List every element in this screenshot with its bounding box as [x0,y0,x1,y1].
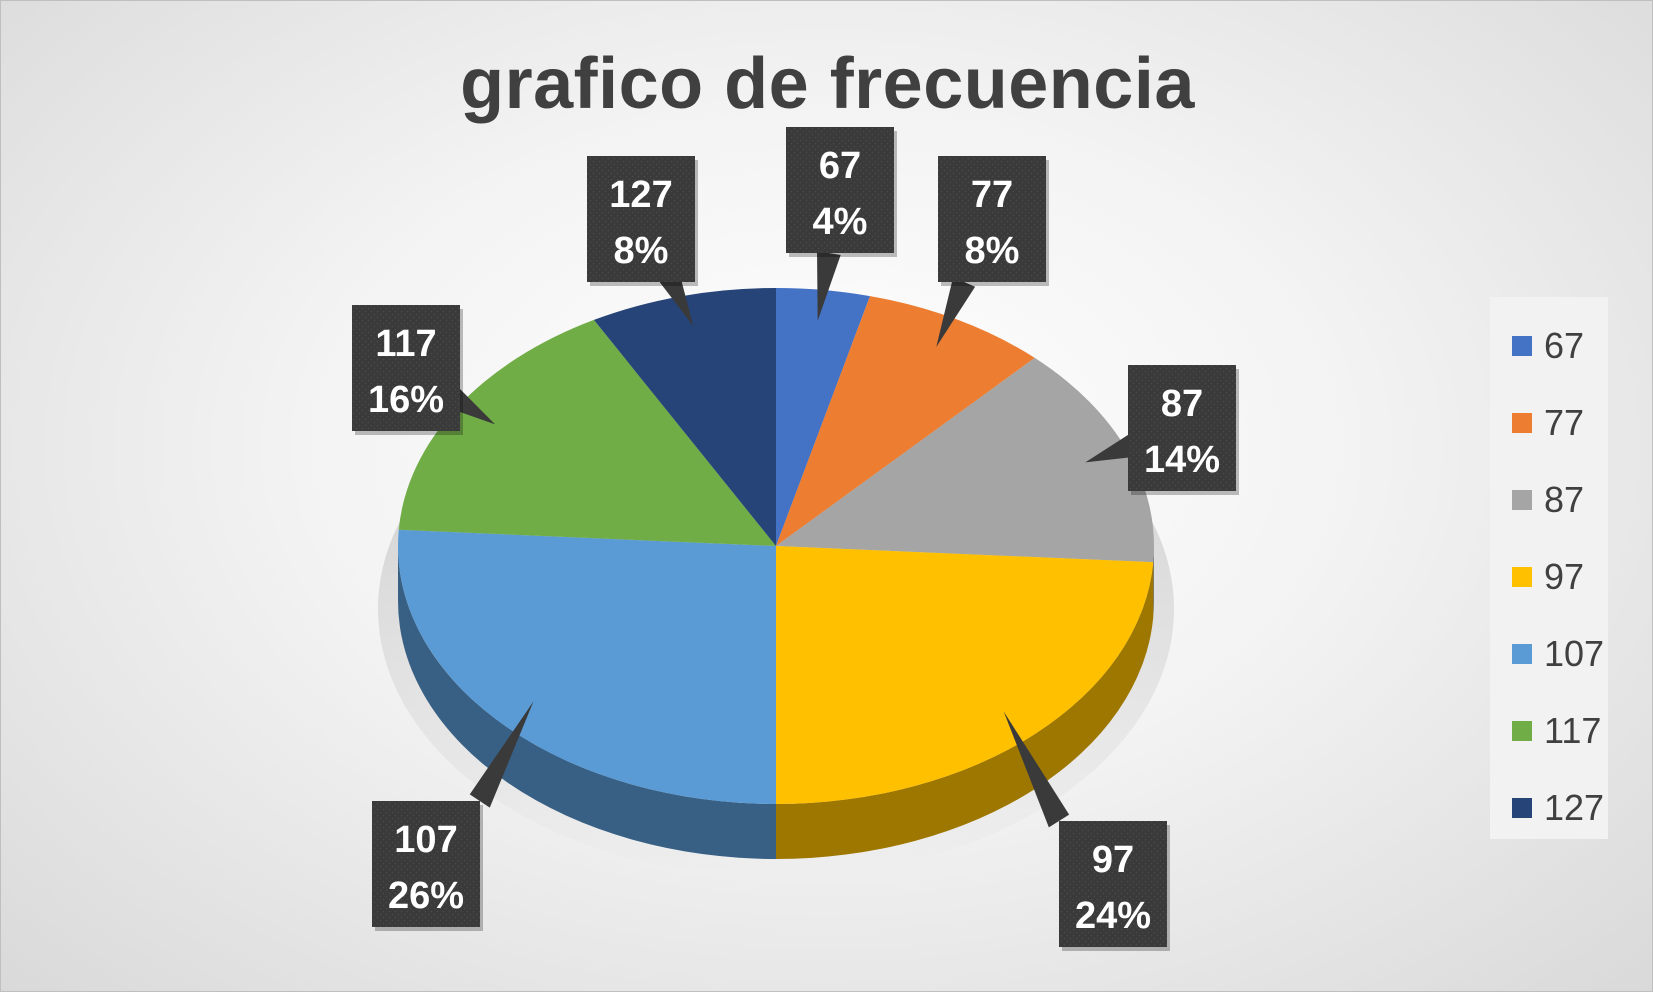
pie-slice-77 [776,296,1035,546]
data-label-box [938,156,1046,282]
legend-item-77[interactable]: 77 [1512,384,1608,461]
legend-label: 107 [1544,632,1605,674]
pie-slice-127 [593,288,776,546]
data-label-category: 87 [1161,383,1203,425]
data-label-pointer [817,250,841,321]
pie-slice-67 [776,288,871,546]
legend-label: 67 [1544,324,1585,366]
legend-label: 117 [1544,709,1602,751]
data-label-box [352,305,460,431]
legend-swatch [1512,412,1532,433]
legend-item-87[interactable]: 87 [1512,461,1608,538]
data-label-percent: 8% [614,230,669,272]
pie-slice-117 [398,319,776,546]
pie-slice-107 [398,529,776,804]
data-label-box [372,801,480,927]
legend-item-97[interactable]: 97 [1512,538,1608,615]
data-label-category: 127 [609,174,672,216]
data-label-pointer [936,277,976,348]
legend-swatch [1512,643,1532,664]
legend: 67 77 87 97 107 117 127 [1490,297,1608,839]
pie-slice-87 [776,357,1155,563]
legend-swatch [1512,720,1532,741]
legend-swatch [1512,566,1532,587]
data-label-category: 67 [819,145,861,187]
legend-item-127[interactable]: 127 [1512,769,1608,846]
data-label-box [786,127,894,253]
data-label-pointer [1085,433,1138,463]
legend-label: 87 [1544,478,1585,520]
data-label-pointer [1003,711,1070,828]
data-label-box [1128,365,1236,491]
data-label-category: 77 [971,174,1013,216]
legend-swatch [1512,797,1532,818]
legend-label: 127 [1544,786,1605,828]
data-label-percent: 4% [813,201,868,243]
data-label-percent: 8% [965,230,1020,272]
pie-slice-side-97 [776,562,1154,859]
legend-item-67[interactable]: 67 [1512,307,1608,384]
data-label-pointer [469,701,534,808]
pie-slice-side-87 [1153,546,1154,618]
legend-label: 97 [1544,555,1585,597]
data-label-category: 107 [394,819,457,861]
legend-swatch [1512,335,1532,356]
data-label-box [1059,821,1167,947]
chart-title: grafico de frecuencia [460,44,1195,124]
data-label-percent: 26% [388,875,464,917]
legend-item-107[interactable]: 107 [1512,615,1608,692]
data-label-percent: 24% [1075,895,1151,937]
data-label-percent: 14% [1144,439,1220,481]
data-label-category: 117 [375,323,436,365]
pie-slice-97 [776,546,1154,804]
data-label-category: 97 [1092,839,1134,881]
pie-slice-side-107 [398,546,776,859]
legend-label: 77 [1544,401,1585,443]
legend-swatch [1512,489,1532,510]
data-label-percent: 16% [368,379,444,421]
data-label-box [587,156,695,282]
legend-item-117[interactable]: 117 [1512,692,1608,769]
